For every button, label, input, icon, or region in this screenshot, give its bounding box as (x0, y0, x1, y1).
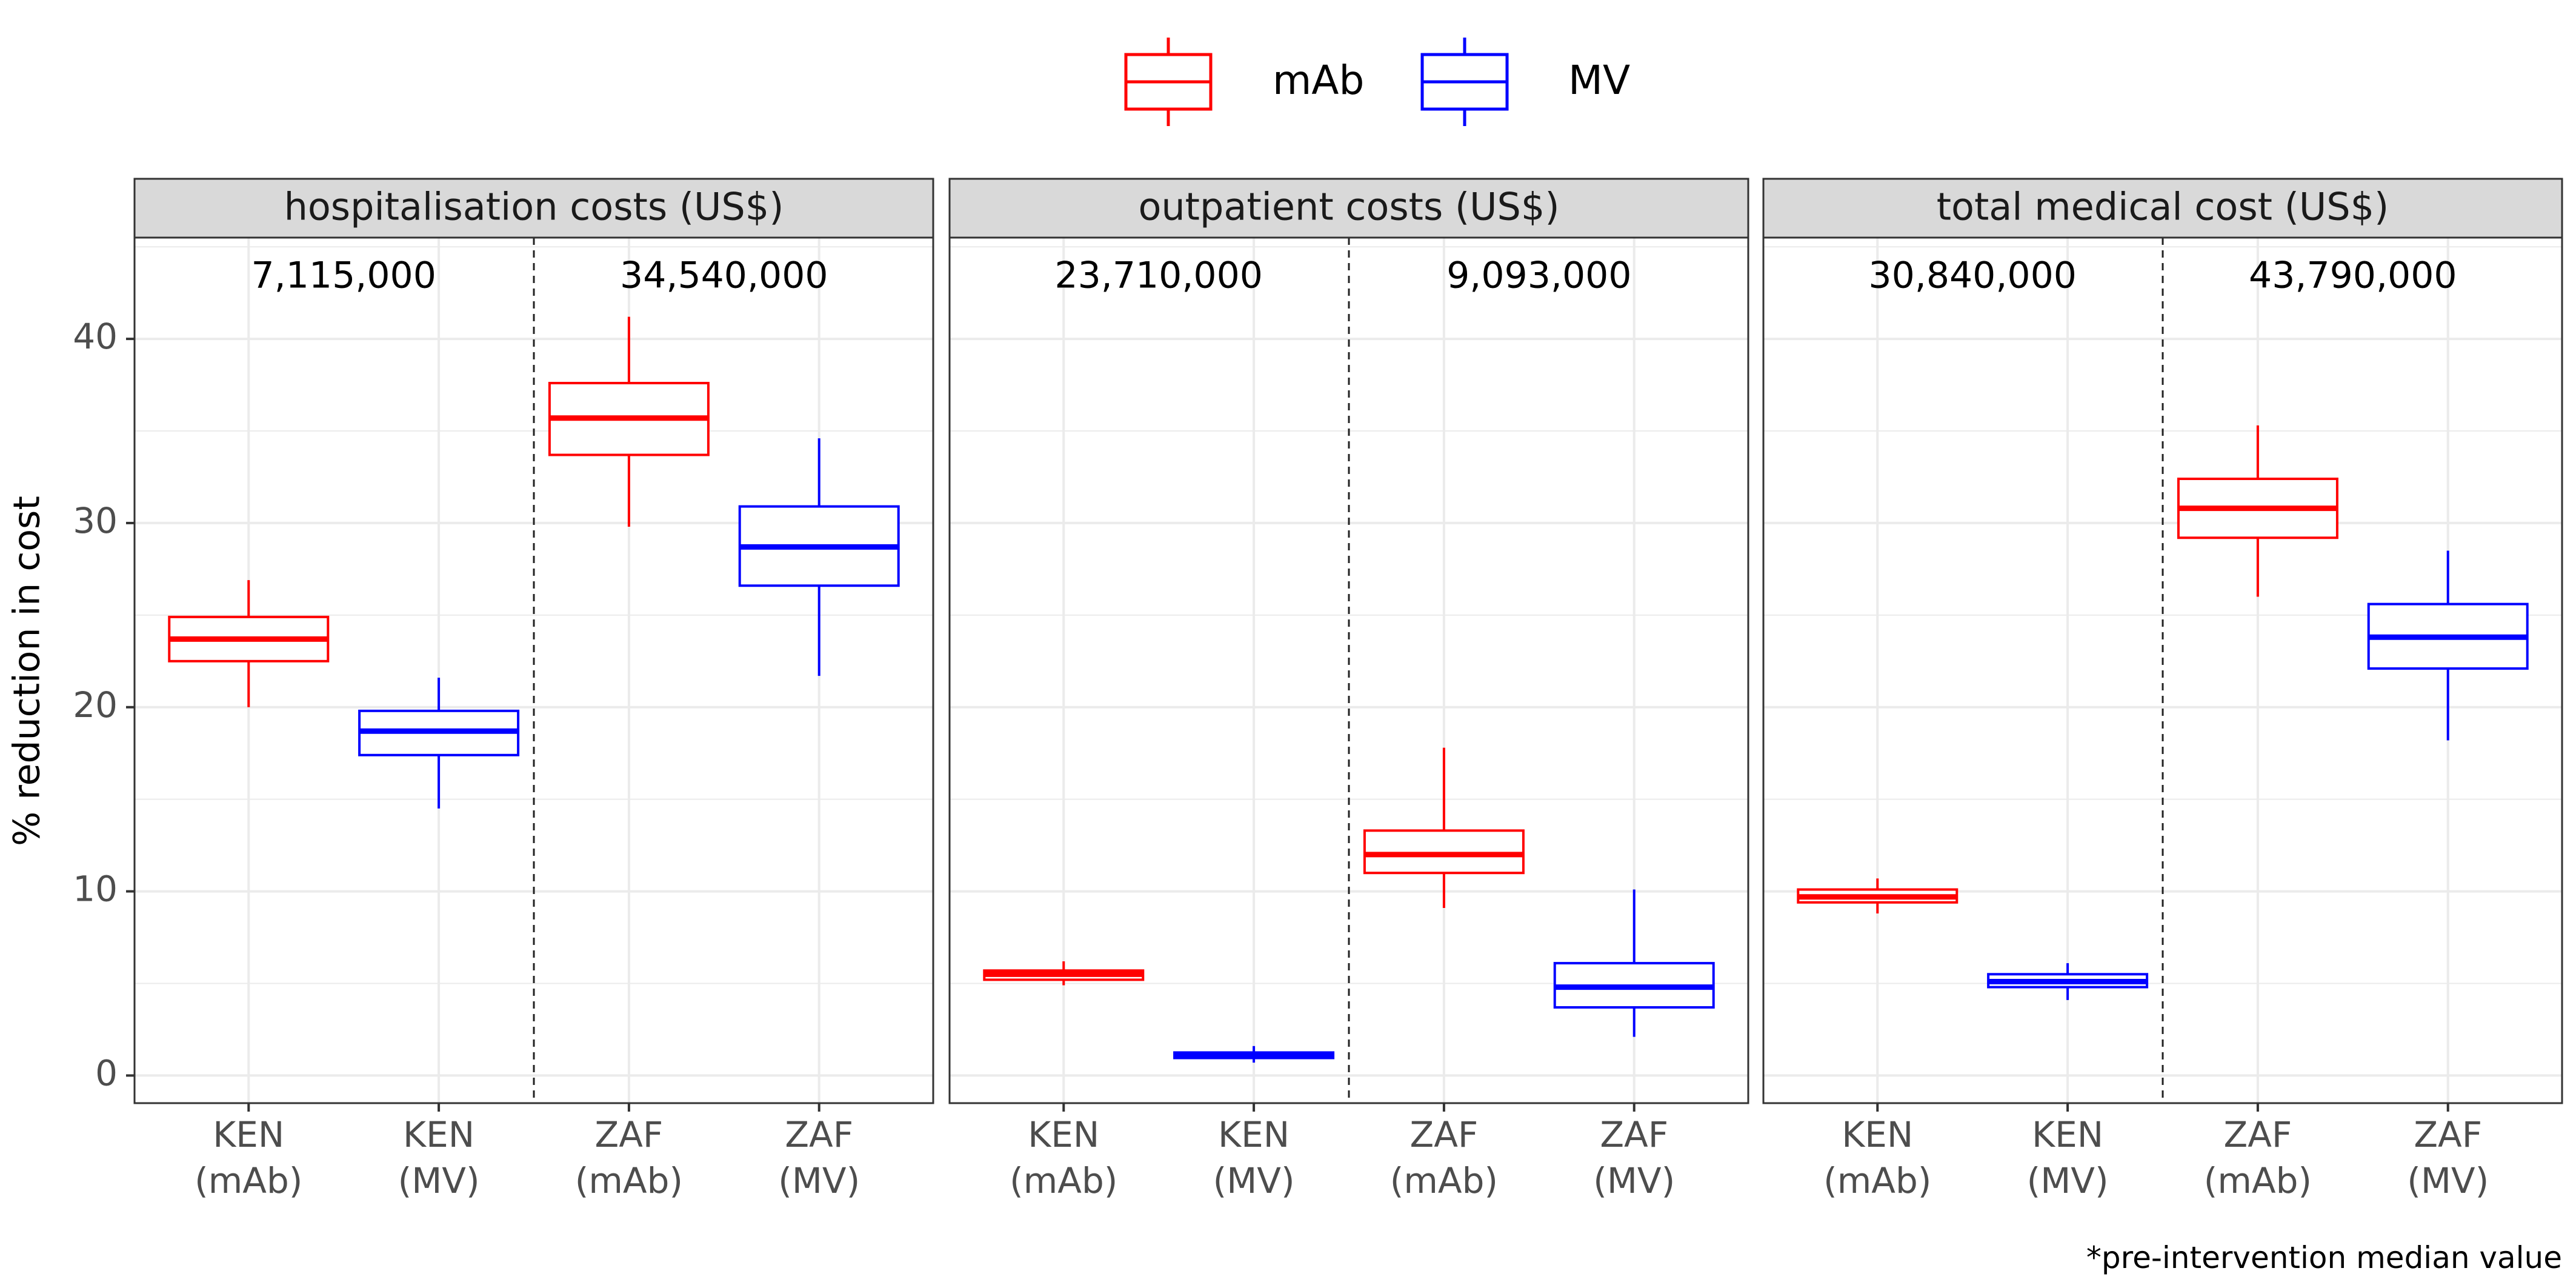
box-ken-mv (1173, 1046, 1335, 1063)
annotation-median-value: 23,710,000 (1054, 255, 1263, 297)
annotation-median-value: 7,115,000 (251, 255, 436, 297)
box-ken-mv (1987, 963, 2149, 1000)
box-zaf-mab (2177, 425, 2338, 597)
y-tick-label: 40 (73, 316, 118, 357)
facet-panels: hospitalisation costs (US$) 7,115,000 34,5… (133, 178, 2563, 1201)
x-tick-label: KEN (mAb) (1823, 1114, 1931, 1201)
annotation-median-value: 9,093,000 (1446, 255, 1631, 297)
y-tick-label: 0 (95, 1053, 118, 1094)
box-zaf-mv (2367, 550, 2529, 741)
panel-border (948, 236, 1749, 1104)
legend: mAb MV (1124, 38, 1630, 126)
legend-label: MV (1568, 57, 1630, 104)
legend-item-mv: MV (1420, 38, 1630, 126)
box-ken-mv (358, 678, 520, 809)
panel-strip (948, 178, 1749, 239)
x-tick-label: ZAF (MV) (2407, 1114, 2489, 1201)
gridlines (135, 238, 933, 1103)
y-tick-label: 20 (73, 684, 118, 726)
x-tick-label: KEN (mAb) (1010, 1114, 1117, 1201)
x-tick-label: ZAF (MV) (1593, 1114, 1675, 1201)
x-tick-label: ZAF (mAb) (575, 1114, 683, 1201)
panel-strip (133, 178, 934, 239)
annotation-median-value: 30,840,000 (1868, 255, 2077, 297)
box-zaf-mv (738, 438, 900, 676)
caption: *pre-intervention median value (2086, 1240, 2562, 1275)
panel-title: outpatient costs (US$) (1138, 185, 1559, 229)
annotation-median-value: 34,540,000 (620, 255, 828, 297)
panel-title: total medical cost (US$) (1937, 185, 2389, 229)
panel-border (1762, 236, 2563, 1104)
box-zaf-mv (1553, 889, 1715, 1037)
x-tick-label: KEN (MV) (2027, 1114, 2109, 1201)
panel-3: total medical cost (US$) 30,840,000 43,790… (1762, 178, 2563, 1201)
y-tick-label: 30 (73, 500, 118, 541)
x-tick-label: KEN (MV) (1213, 1114, 1295, 1201)
legend-item-mab: mAb (1124, 38, 1364, 126)
box-ken-mab (1797, 878, 1959, 914)
x-tick-label: ZAF (MV) (778, 1114, 860, 1201)
box-zaf-mab (1363, 747, 1525, 908)
box-ken-mab (983, 961, 1145, 986)
x-tick-label: ZAF (mAb) (2204, 1114, 2312, 1201)
panel-border (133, 236, 934, 1104)
x-tick-label: KEN (MV) (398, 1114, 480, 1201)
y-axis-label: % reduction in cost (6, 496, 48, 846)
box-ken-mab (168, 580, 330, 707)
x-tick-label: KEN (mAb) (195, 1114, 302, 1201)
panel-1: hospitalisation costs (US$) 7,115,000 34,5… (133, 178, 934, 1201)
y-tick-label: 10 (73, 869, 118, 910)
y-axis-ticks: 0 10 20 30 40 (73, 316, 135, 1094)
annotation-median-value: 43,790,000 (2249, 255, 2457, 297)
x-tick-label: ZAF (mAb) (1390, 1114, 1498, 1201)
box-iqr (1363, 829, 1525, 875)
box-zaf-mab (548, 316, 710, 527)
panel-title: hospitalisation costs (US$) (284, 185, 784, 229)
legend-label: mAb (1273, 57, 1364, 104)
panel-2: outpatient costs (US$) 23,710,000 9,093,00… (948, 178, 1749, 1201)
